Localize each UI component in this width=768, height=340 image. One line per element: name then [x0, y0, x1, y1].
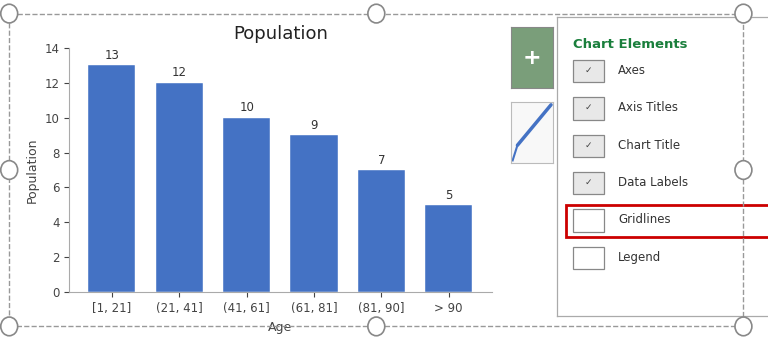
- FancyBboxPatch shape: [573, 172, 604, 194]
- Bar: [223, 118, 270, 292]
- Text: Legend: Legend: [618, 251, 661, 264]
- Text: Gridlines: Gridlines: [618, 214, 670, 226]
- Text: ✓: ✓: [584, 103, 592, 112]
- FancyBboxPatch shape: [573, 247, 604, 269]
- FancyBboxPatch shape: [566, 205, 768, 237]
- FancyBboxPatch shape: [573, 60, 604, 82]
- FancyBboxPatch shape: [573, 209, 604, 232]
- X-axis label: Age: Age: [268, 321, 293, 334]
- Text: ✓: ✓: [584, 66, 592, 75]
- Bar: [358, 170, 405, 292]
- Text: 12: 12: [172, 66, 187, 80]
- Bar: [425, 205, 472, 292]
- Text: Data Labels: Data Labels: [618, 176, 688, 189]
- Text: 13: 13: [104, 49, 119, 62]
- Bar: [156, 83, 203, 292]
- Title: Population: Population: [233, 25, 328, 43]
- Bar: [88, 65, 135, 292]
- Text: Axis Titles: Axis Titles: [618, 101, 678, 114]
- Text: Chart Elements: Chart Elements: [573, 38, 687, 51]
- Y-axis label: Population: Population: [26, 137, 39, 203]
- Text: 10: 10: [239, 101, 254, 114]
- Bar: [290, 135, 338, 292]
- Text: Chart Title: Chart Title: [618, 139, 680, 152]
- Text: 7: 7: [378, 154, 385, 167]
- Text: +: +: [522, 48, 541, 68]
- Text: ✓: ✓: [584, 140, 592, 150]
- Text: 9: 9: [310, 119, 318, 132]
- Text: Axes: Axes: [618, 64, 646, 77]
- FancyBboxPatch shape: [573, 135, 604, 157]
- Text: 5: 5: [445, 189, 452, 202]
- FancyBboxPatch shape: [573, 97, 604, 120]
- Text: ✓: ✓: [584, 178, 592, 187]
